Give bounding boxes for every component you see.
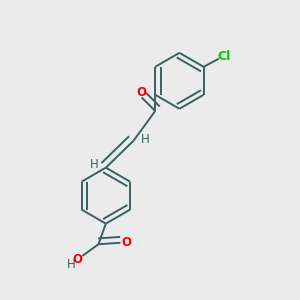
Text: H: H bbox=[90, 158, 99, 171]
Text: Cl: Cl bbox=[218, 50, 231, 63]
Text: O: O bbox=[137, 86, 147, 99]
Text: H: H bbox=[141, 133, 150, 146]
Text: O: O bbox=[72, 253, 82, 266]
Text: H: H bbox=[67, 258, 76, 271]
Text: O: O bbox=[122, 236, 131, 249]
